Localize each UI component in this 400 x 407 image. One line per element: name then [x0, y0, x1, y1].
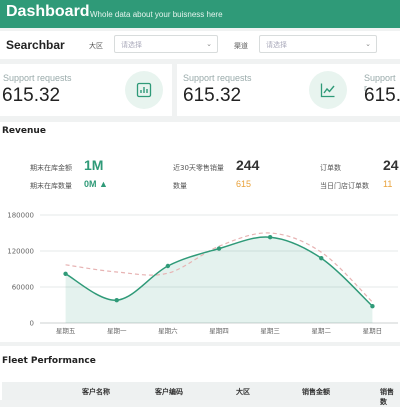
fleet-title: Fleet Performance [2, 356, 96, 366]
data-point [63, 271, 68, 276]
column-header: 销售数 [380, 388, 394, 406]
x-tick-label: 星期四 [209, 327, 229, 335]
stat-card-value: 615.32 [183, 85, 242, 106]
stat-value: 0M ▲ [84, 179, 108, 189]
stat-card-label: Support r [364, 73, 396, 93]
y-tick-label: 0 [30, 320, 34, 328]
channel-label: 渠道 [234, 42, 248, 50]
search-bar: Searchbar 大区 请选择 ⌄ 渠道 请选择 ⌄ [0, 31, 400, 59]
revenue-panel: Revenue 期末在库金额 1M 期末在库数量 0M ▲ 近30天零售销量 2… [0, 122, 400, 342]
x-tick-label: 星期六 [158, 326, 178, 335]
region-label: 大区 [89, 42, 103, 50]
data-point [165, 263, 171, 269]
channel-placeholder: 请选择 [266, 41, 287, 49]
column-header: 客户编码 [155, 388, 183, 396]
y-tick-label: 120000 [7, 248, 34, 256]
x-tick-label: 星期三 [260, 327, 280, 335]
stat-value: 615 [236, 179, 252, 189]
x-tick-label: 星期日 [363, 327, 383, 335]
searchbar-label: Searchbar [6, 38, 65, 52]
page-subtitle: Whole data about your buisness here [90, 10, 223, 19]
data-point [319, 256, 324, 261]
stat-value: 244 [236, 157, 260, 173]
stat-card-value: 615. [364, 85, 400, 106]
region-select[interactable]: 请选择 ⌄ [114, 35, 218, 53]
chevron-down-icon: ⌄ [365, 40, 371, 48]
revenue-line-chart: 0 60000 120000 180000 星期五 星期一 星期六 星期四 星期三 星期二 星期日 [7, 212, 398, 335]
stat-card: Support requests 615.32 [0, 64, 172, 116]
x-tick-label: 星期二 [312, 327, 332, 335]
channel-select[interactable]: 请选择 ⌄ [259, 35, 377, 53]
stat-label: 订单数 [320, 164, 341, 172]
column-header: 销售金额 [302, 388, 330, 396]
data-point [114, 298, 119, 303]
data-point [216, 246, 222, 251]
y-tick-label: 60000 [12, 284, 34, 292]
column-header: 大区 [236, 388, 250, 396]
fleet-table-header: 客户名称 客户编码 大区 销售金额 销售数 [2, 382, 400, 406]
stat-card: Support requests 615.32 [177, 64, 371, 116]
data-point [267, 235, 273, 240]
bar-chart-icon [125, 71, 163, 109]
y-tick-label: 180000 [7, 212, 34, 220]
series-area [65, 236, 373, 323]
region-placeholder: 请选择 [121, 41, 142, 49]
stat-card-label: Support requests [183, 73, 252, 83]
line-chart-icon [309, 71, 347, 109]
stat-label: 期末在库金额 [30, 164, 72, 172]
revenue-title: Revenue [2, 126, 46, 136]
stat-label: 近30天零售销量 [173, 164, 224, 172]
stat-card-label: Support requests [3, 73, 72, 83]
x-tick-label: 星期一 [107, 327, 127, 335]
page-title: Dashboard [6, 3, 90, 20]
fleet-panel: Fleet Performance 客户名称 客户编码 大区 销售金额 销售数 [0, 346, 400, 406]
stat-label: 期末在库数量 [30, 182, 72, 190]
stat-card: Support r 615. [359, 64, 400, 116]
stat-value: 11 [383, 179, 393, 189]
stat-value: 24 [383, 157, 399, 173]
stat-value: 1M [84, 157, 104, 173]
column-header: 客户名称 [82, 388, 110, 396]
stat-label: 当日门店订单数 [320, 182, 369, 190]
x-tick-label: 星期五 [56, 327, 76, 335]
app-header: Dashboard Whole data about your buisness… [0, 0, 400, 28]
series-line-dashed [65, 232, 373, 303]
stat-label: 数量 [173, 182, 187, 190]
chevron-down-icon: ⌄ [206, 40, 212, 48]
stat-card-value: 615.32 [2, 85, 61, 106]
data-point [370, 304, 375, 309]
